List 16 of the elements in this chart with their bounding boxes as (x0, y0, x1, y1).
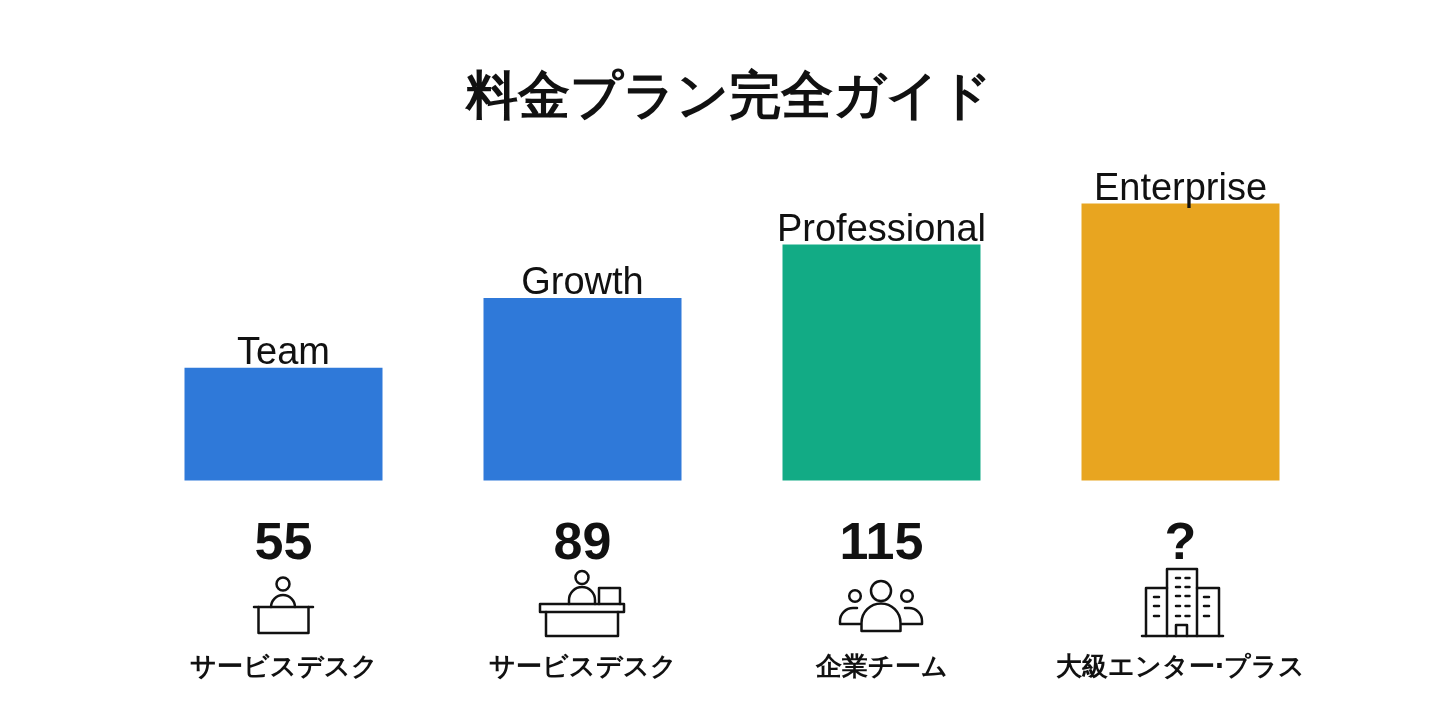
text: サービスデスク (189, 650, 378, 681)
text: サービスデスク (488, 650, 677, 681)
x-tick-label: Team (237, 329, 330, 372)
data-label: ? (1164, 511, 1197, 570)
chart-title: 料金プラン完全ガイド (463, 64, 992, 125)
data-label: 115 (839, 511, 924, 570)
bar (782, 244, 981, 481)
x-tick-label: Enterprise (1093, 165, 1268, 208)
x-tick-label: Professional (776, 206, 987, 249)
text: 企業チーム (814, 650, 948, 681)
data-label: 89 (553, 511, 612, 570)
data-label: 55 (254, 511, 313, 570)
text: 大級エンター·プラス (1055, 650, 1306, 681)
bar (184, 367, 383, 481)
bar (483, 297, 682, 481)
x-tick-label: Growth (521, 259, 644, 302)
